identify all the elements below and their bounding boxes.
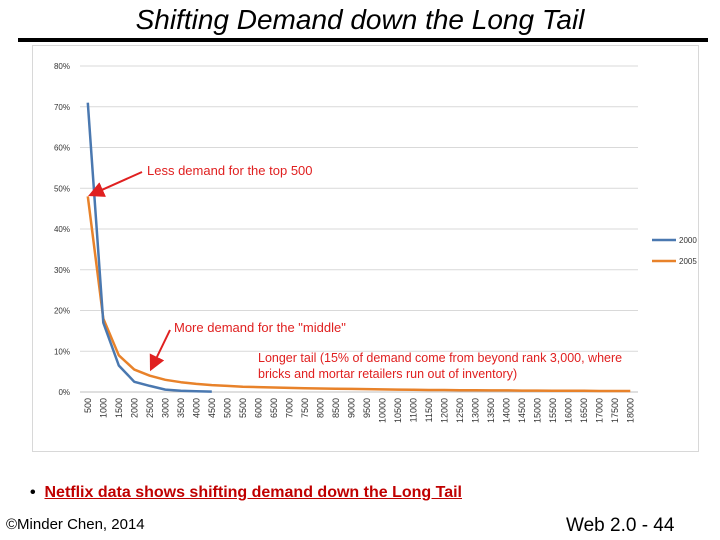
x-tick-label: 15000 (532, 398, 542, 423)
x-tick-label: 11500 (424, 398, 434, 422)
x-tick-label: 5500 (238, 398, 248, 418)
x-tick-label: 500 (83, 398, 93, 413)
legend-label-2000: 2000 (679, 236, 697, 245)
x-tick-label: 9500 (362, 398, 372, 418)
x-tick-label: 14500 (517, 398, 527, 423)
x-tick-label: 2000 (129, 398, 139, 418)
x-tick-label: 3500 (176, 398, 186, 418)
y-tick-label: 70% (54, 103, 70, 112)
x-tick-label: 17000 (594, 398, 604, 423)
x-tick-label: 12500 (455, 398, 465, 423)
x-tick-label: 8500 (331, 398, 341, 418)
bullet-text: Netflix data shows shifting demand down … (44, 484, 463, 501)
x-tick-label: 11000 (408, 398, 418, 422)
x-tick-label: 5000 (222, 398, 232, 418)
x-tick-label: 9000 (346, 398, 356, 418)
annotation-arrow-middle (149, 329, 171, 372)
annotation-middle: More demand for the "middle" (174, 320, 346, 335)
y-tick-label: 30% (54, 266, 70, 275)
x-tick-label: 10000 (377, 398, 387, 423)
x-tick-label: 6000 (253, 398, 263, 418)
x-tick-label: 6500 (269, 398, 279, 418)
x-tick-label: 13500 (486, 398, 496, 423)
x-tick-label: 12000 (439, 398, 449, 423)
x-tick-label: 1000 (98, 398, 108, 418)
series-line-2005 (86, 196, 631, 393)
demand-long-tail-chart: 0% 10% 20% 30% 40% 50% 60% 70% 80% 500 1000 1500 200… (54, 62, 697, 423)
y-tick-label: 10% (54, 347, 70, 356)
annotation-top-500: Less demand for the top 500 (147, 163, 313, 178)
annotation-longer-tail-line: Longer tail (15% of demand come from bey… (258, 351, 622, 365)
x-tick-label: 16500 (579, 398, 589, 423)
x-tick-label: 7500 (300, 398, 310, 418)
x-tick-label: 7000 (284, 398, 294, 418)
x-tick-label: 17500 (610, 398, 620, 423)
x-tick-label: 8000 (315, 398, 325, 418)
x-tick-label: 13000 (470, 398, 480, 423)
x-tick-label: 10500 (393, 398, 403, 423)
bullet-marker: • (30, 484, 36, 501)
series-line-2000 (86, 102, 212, 393)
annotation-arrow-top-500 (88, 171, 143, 197)
title-divider (18, 38, 708, 42)
y-tick-label: 0% (58, 388, 70, 397)
legend-label-2005: 2005 (679, 257, 697, 266)
x-tick-label: 3000 (160, 398, 170, 418)
x-tick-label: 2500 (145, 398, 155, 418)
footer-copyright: ©Minder Chen, 2014 (6, 516, 145, 533)
y-tick-label: 40% (54, 225, 70, 234)
y-tick-label: 50% (54, 184, 70, 193)
x-tick-label: 1500 (114, 398, 124, 418)
x-tick-label: 15500 (548, 398, 558, 423)
y-tick-label: 80% (54, 62, 70, 71)
x-tick-label: 4000 (191, 398, 201, 418)
x-tick-label: 4500 (207, 398, 217, 418)
y-tick-label: 20% (54, 307, 70, 316)
x-tick-label: 14000 (501, 398, 511, 423)
x-tick-label: 16000 (563, 398, 573, 423)
bullet-item: • Netflix data shows shifting demand dow… (30, 484, 462, 502)
footer-slide-number: Web 2.0 - 44 (566, 515, 675, 536)
y-tick-label: 60% (54, 144, 70, 153)
slide-title: Shifting Demand down the Long Tail (135, 4, 585, 35)
annotation-longer-tail-line: bricks and mortar retailers run out of i… (258, 367, 517, 381)
x-tick-label: 18000 (625, 398, 635, 423)
